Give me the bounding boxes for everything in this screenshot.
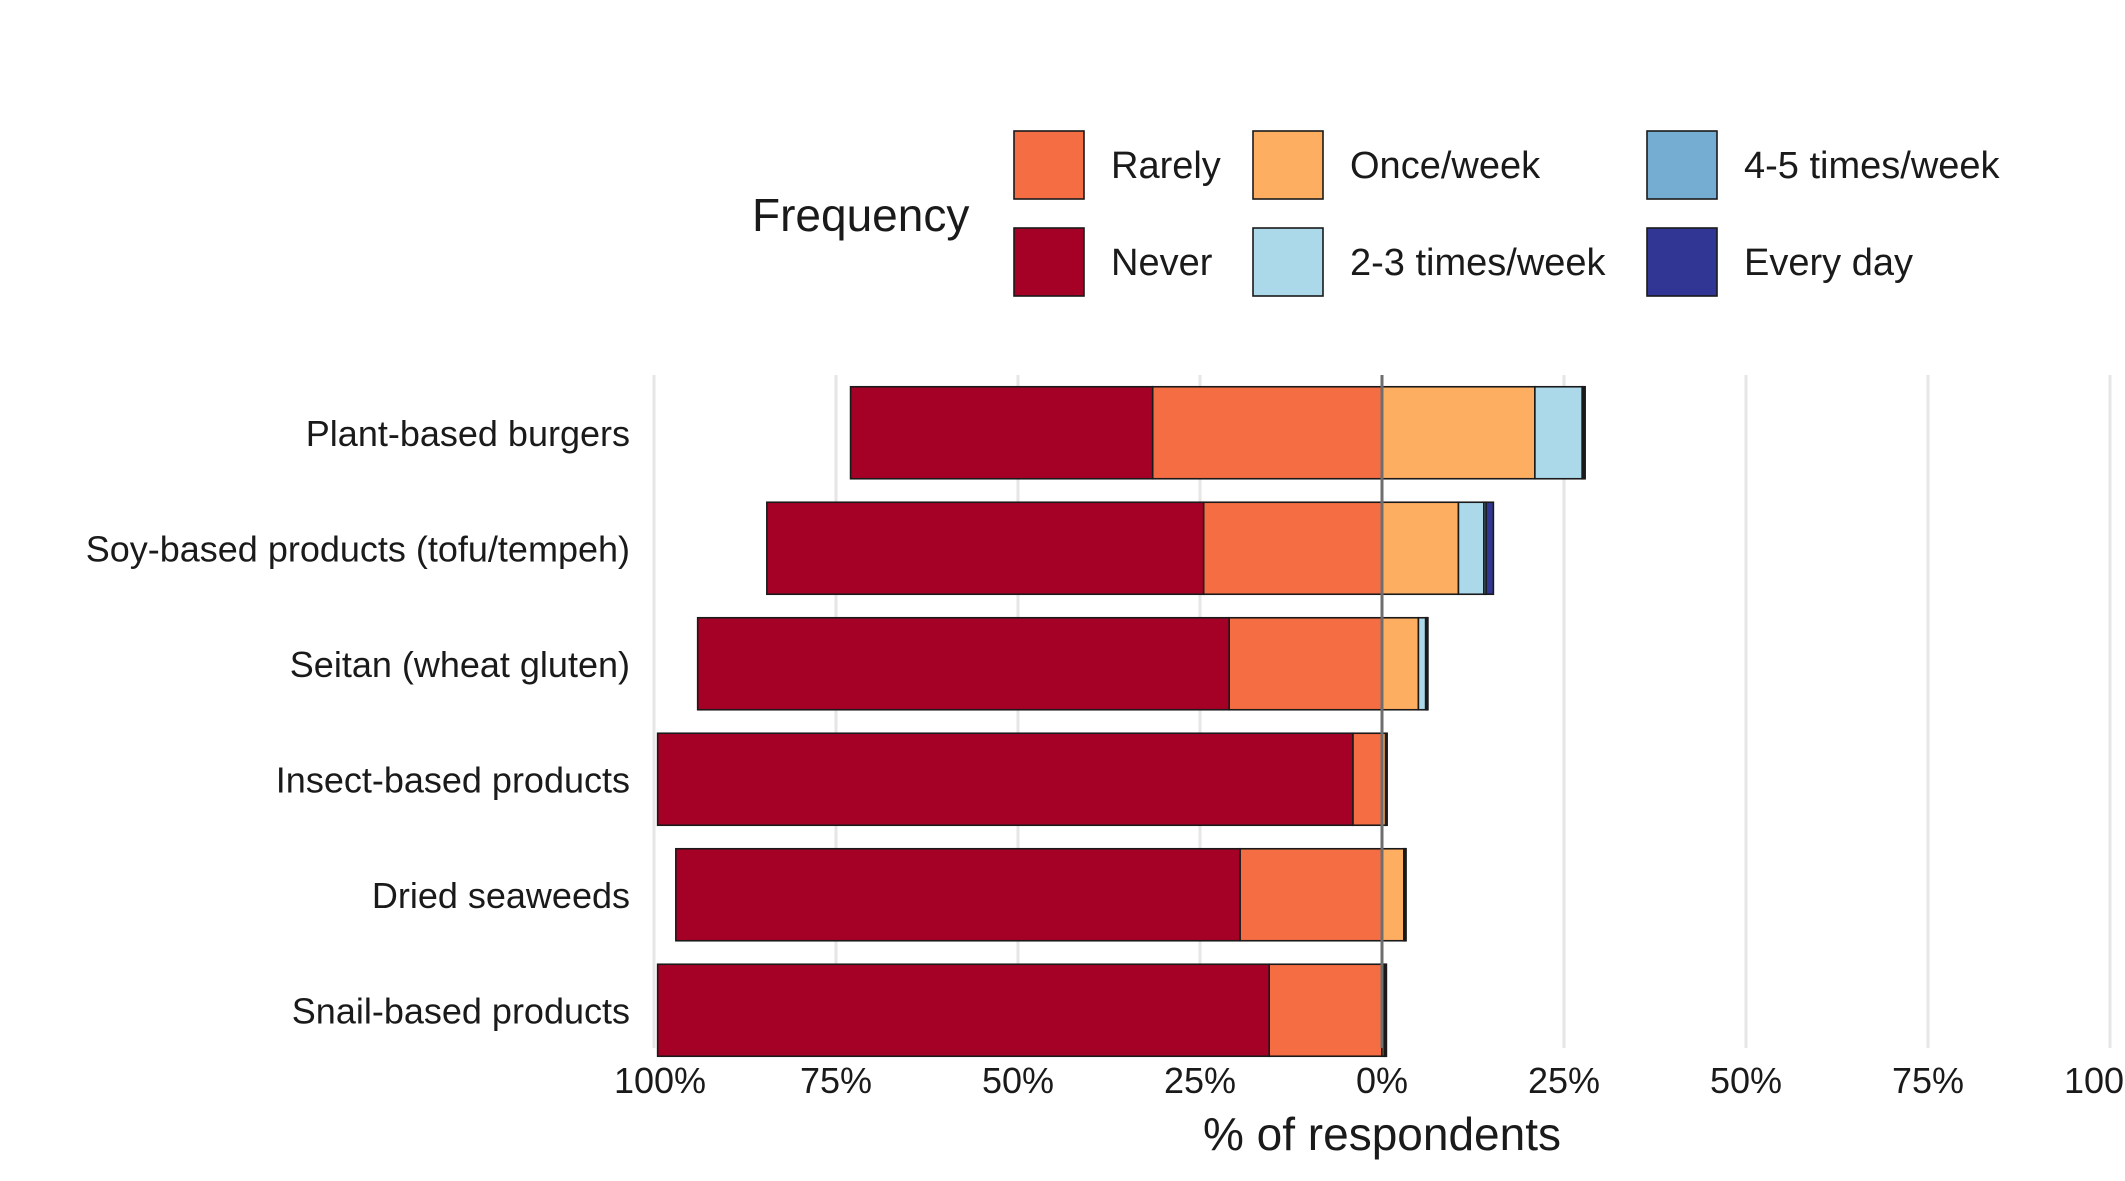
bar-snail-based-products-never bbox=[656, 963, 1270, 1058]
legend-label-every-day: Every day bbox=[1744, 242, 1913, 284]
bar-dried-seaweeds-every-day bbox=[1403, 847, 1407, 942]
legend-label-once-week: Once/week bbox=[1350, 145, 1541, 187]
legend-title: Frequency bbox=[752, 189, 969, 241]
bar-seitan-wheat-gluten-2-3-times-week bbox=[1417, 616, 1427, 711]
bar-dried-seaweeds-rarely bbox=[1239, 847, 1383, 942]
y-tick-label-soy-based-products-tofu-tempeh: Soy-based products (tofu/tempeh) bbox=[86, 528, 630, 569]
bar-soy-based-products-tofu-tempeh-2-3-times-week bbox=[1457, 501, 1485, 596]
bar-soy-based-products-tofu-tempeh-never bbox=[766, 501, 1205, 596]
bar-plant-based-burgers-rarely bbox=[1151, 385, 1383, 480]
x-tick-label-neg75: 75% bbox=[800, 1060, 872, 1101]
x-tick-label-pos50: 50% bbox=[1710, 1060, 1782, 1101]
legend-swatch-every-day bbox=[1646, 227, 1718, 297]
legend: Frequency Rarely Never Once/week 2-3 times/… bbox=[752, 130, 2001, 297]
bar-seitan-wheat-gluten-rarely bbox=[1228, 616, 1383, 711]
x-tick-label-pos100: 100% bbox=[2064, 1060, 2125, 1101]
x-axis-tick-labels: 100% 75% 50% 25% 0% 25% 50% 75% 100% bbox=[614, 1060, 2125, 1101]
x-tick-label-pos0: 0% bbox=[1356, 1060, 1408, 1101]
x-tick-label-neg100: 100% bbox=[614, 1060, 706, 1101]
gridlines bbox=[652, 375, 2112, 1048]
y-tick-label-seitan-wheat-gluten: Seitan (wheat gluten) bbox=[290, 644, 630, 685]
bar-dried-seaweeds-never bbox=[675, 847, 1241, 942]
x-axis-title: % of respondents bbox=[1203, 1108, 1561, 1160]
bar-dried-seaweeds-once-week bbox=[1381, 847, 1405, 942]
y-tick-label-insect-based-products: Insect-based products bbox=[276, 759, 630, 800]
legend-label-4-5-times-week: 4-5 times/week bbox=[1744, 145, 2001, 187]
legend-label-2-3-times-week: 2-3 times/week bbox=[1350, 242, 1607, 284]
legend-label-never: Never bbox=[1111, 242, 1213, 284]
bar-seitan-wheat-gluten-every-day bbox=[1425, 616, 1429, 711]
legend-swatch-never bbox=[1013, 227, 1085, 297]
bar-snail-based-products-every-day bbox=[1384, 963, 1388, 1058]
x-tick-label-neg50: 50% bbox=[982, 1060, 1054, 1101]
bar-seitan-wheat-gluten-once-week bbox=[1381, 616, 1420, 711]
bar-snail-based-products-rarely bbox=[1268, 963, 1383, 1058]
y-tick-label-dried-seaweeds: Dried seaweeds bbox=[372, 875, 630, 916]
bar-insect-based-products-never bbox=[656, 732, 1354, 827]
legend-label-rarely: Rarely bbox=[1111, 145, 1221, 187]
bar-plant-based-burgers-every-day bbox=[1582, 385, 1586, 480]
bars bbox=[656, 385, 1586, 1058]
bar-plant-based-burgers-never bbox=[849, 385, 1154, 480]
y-tick-label-snail-based-products: Snail-based products bbox=[292, 990, 630, 1031]
y-tick-label-plant-based-burgers: Plant-based burgers bbox=[306, 413, 630, 454]
bar-insect-based-products-rarely bbox=[1352, 732, 1383, 827]
legend-swatch-once-week bbox=[1252, 130, 1324, 200]
bar-soy-based-products-tofu-tempeh-every-day bbox=[1485, 501, 1495, 596]
legend-swatch-rarely bbox=[1013, 130, 1085, 200]
x-tick-label-neg25: 25% bbox=[1164, 1060, 1236, 1101]
bar-plant-based-burgers-2-3-times-week bbox=[1534, 385, 1584, 480]
bar-plant-based-burgers-once-week bbox=[1381, 385, 1536, 480]
bar-insect-based-products-2-3-times-week bbox=[1384, 732, 1388, 827]
bar-seitan-wheat-gluten-never bbox=[696, 616, 1230, 711]
x-tick-label-pos25: 25% bbox=[1528, 1060, 1600, 1101]
legend-swatch-2-3-times-week bbox=[1252, 227, 1324, 297]
bar-soy-based-products-tofu-tempeh-rarely bbox=[1202, 501, 1383, 596]
y-axis-tick-labels: Plant-based burgers Soy-based products (t… bbox=[86, 413, 630, 1032]
legend-swatch-4-5-times-week bbox=[1646, 130, 1718, 200]
bar-soy-based-products-tofu-tempeh-once-week bbox=[1381, 501, 1460, 596]
x-tick-label-pos75: 75% bbox=[1892, 1060, 1964, 1101]
